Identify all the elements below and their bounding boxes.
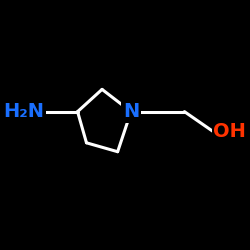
Text: H₂N: H₂N (3, 102, 44, 121)
Text: N: N (123, 102, 139, 121)
Text: OH: OH (213, 122, 246, 141)
